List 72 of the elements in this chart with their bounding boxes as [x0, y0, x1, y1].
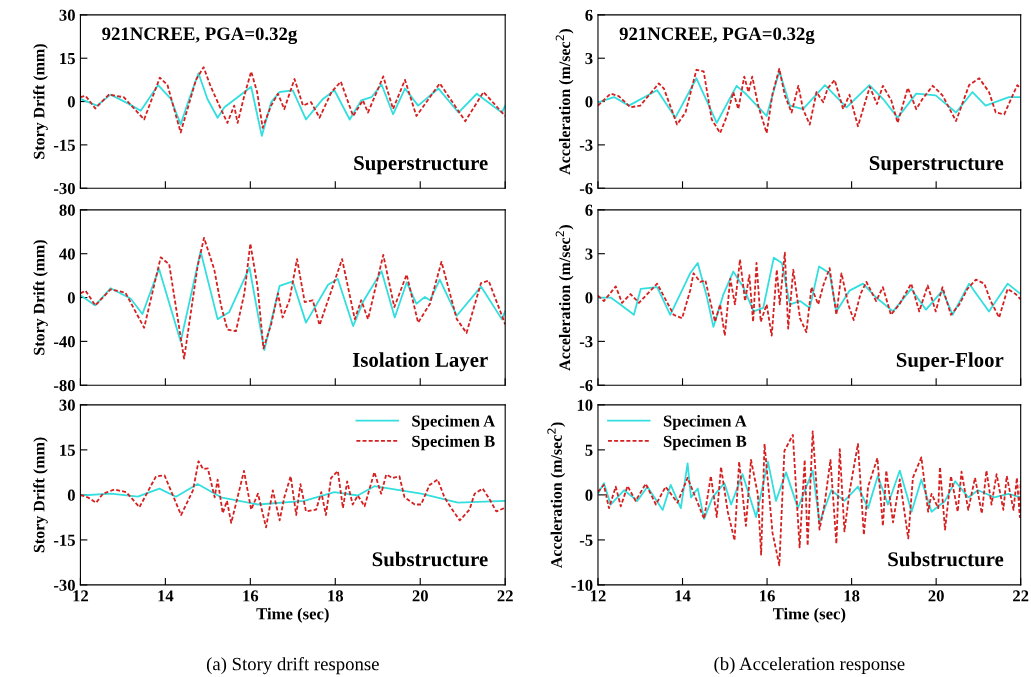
x-tick-label: 18 — [328, 590, 344, 602]
line-series — [80, 483, 506, 506]
y-tick-label: 0 — [67, 489, 75, 501]
annotation: Superstructure — [869, 156, 1004, 175]
x-tick-label: 12 — [73, 590, 89, 602]
x-tick-label: 22 — [1013, 590, 1029, 602]
y-tick-label: 3 — [585, 52, 593, 65]
y-tick-label: 15 — [60, 444, 75, 456]
y-tick-label: 0 — [585, 96, 593, 108]
line-series — [597, 70, 1021, 124]
x-tick-label: 20 — [412, 590, 428, 602]
line-series — [597, 67, 1021, 134]
y-tick-label: 0 — [585, 489, 593, 501]
y-tick-label: 10 — [577, 399, 593, 411]
y-tick-label: -6 — [579, 379, 593, 392]
y-tick-label: -40 — [53, 336, 75, 348]
y-tick-label: -3 — [579, 139, 593, 151]
legend-label: Specimen B — [412, 435, 495, 451]
annotation: Super-Floor — [896, 352, 1004, 372]
y-tick-label: -15 — [53, 139, 75, 151]
line-series — [80, 460, 506, 529]
y-axis-title: Acceleration (m/sec$^{2}$) — [555, 225, 574, 371]
y-tick-label: -3 — [579, 336, 593, 348]
line-series — [597, 430, 1021, 567]
line-series — [597, 251, 1021, 337]
legend-label: Specimen A — [663, 414, 747, 431]
y-axis-title: Story Drift (mm) — [33, 44, 48, 159]
y-tick-label: -80 — [53, 379, 75, 392]
x-tick-label: 16 — [760, 590, 775, 602]
x-tick-label: 20 — [928, 590, 944, 602]
y-tick-label: 5 — [585, 444, 593, 456]
annotation: 921NCREE, PGA=0.32g — [619, 27, 815, 45]
y-tick-label: -6 — [579, 182, 593, 195]
y-tick-label: 80 — [59, 204, 75, 216]
y-tick-label: 0 — [67, 292, 75, 304]
y-tick-label: 30 — [59, 9, 75, 21]
annotation: Isolation Layer — [352, 352, 488, 372]
annotation: Superstructure — [354, 156, 488, 175]
x-axis-title: Time (sec) — [256, 607, 329, 623]
x-tick-label: 18 — [844, 590, 860, 602]
y-tick-label: -5 — [579, 534, 593, 546]
line-series — [80, 250, 506, 352]
y-tick-label: 0 — [585, 292, 593, 304]
annotation: 921NCREE, PGA=0.32g — [102, 27, 298, 45]
legend-label: Specimen B — [663, 435, 747, 451]
y-axis-title: Story Drift (mm) — [33, 437, 48, 553]
y-tick-label: 6 — [585, 204, 593, 216]
x-axis-title: Time (sec) — [772, 607, 846, 623]
y-axis-title: Acceleration (m/sec$^{2}$) — [555, 29, 574, 175]
x-tick-label: 14 — [158, 590, 174, 602]
text: (a) Story drift response — [206, 656, 379, 675]
y-tick-label: 3 — [585, 248, 593, 260]
y-tick-label: -15 — [53, 534, 75, 546]
x-tick-label: 14 — [675, 590, 691, 602]
y-axis-title: Acceleration (m/sec$^{2}$) — [547, 422, 566, 569]
y-axis-title: Story Drift (mm) — [33, 240, 48, 355]
text: (b) Acceleration response — [714, 656, 905, 674]
legend-label: Specimen A — [412, 414, 496, 431]
x-tick-label: 12 — [590, 590, 606, 602]
line-series — [597, 460, 1021, 524]
x-tick-label: 16 — [243, 590, 259, 602]
y-tick-label: 30 — [59, 399, 75, 411]
y-tick-label: -10 — [571, 579, 593, 591]
y-tick-label: 15 — [60, 53, 75, 65]
y-tick-label: -30 — [53, 182, 75, 195]
y-tick-label: 6 — [585, 9, 593, 21]
x-tick-label: 22 — [497, 590, 513, 602]
annotation: Substructure — [372, 551, 488, 567]
y-tick-label: 40 — [59, 248, 75, 260]
annotation: Substructure — [888, 551, 1004, 567]
y-tick-label: 0 — [67, 96, 75, 108]
y-tick-label: -30 — [53, 579, 75, 591]
